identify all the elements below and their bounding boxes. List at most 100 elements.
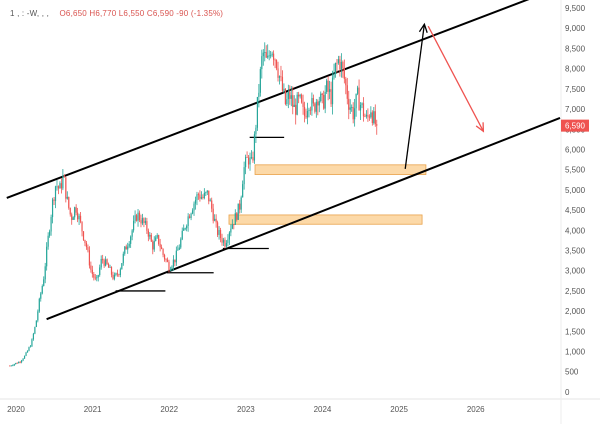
candle-body xyxy=(219,229,222,238)
candle-body xyxy=(362,103,365,117)
candle-body xyxy=(150,234,152,242)
x-tick-label: 2021 xyxy=(84,405,102,414)
candle-body xyxy=(355,93,357,109)
candle-body xyxy=(51,199,54,218)
candle-body xyxy=(205,192,207,194)
candle-body xyxy=(208,190,210,202)
candle-body xyxy=(96,277,98,279)
candle-body xyxy=(255,127,257,135)
candle-body xyxy=(118,274,120,276)
candle-body xyxy=(345,78,347,86)
candle-body xyxy=(295,104,297,115)
y-tick-label: 3,500 xyxy=(565,247,586,256)
candle-body xyxy=(376,124,378,126)
candle-body xyxy=(143,218,145,223)
candle-body xyxy=(106,259,108,265)
candle-body xyxy=(135,215,138,221)
candle-body xyxy=(93,273,95,278)
x-tick-label: 2024 xyxy=(314,405,332,414)
y-tick-label: 1,000 xyxy=(565,348,586,357)
candle-body xyxy=(28,347,30,351)
ohlc-readout: O6,650 H6,770 L6,550 C6,590 -90 (-1.35%) xyxy=(59,9,224,18)
candle-body xyxy=(346,85,348,99)
candle-body xyxy=(293,104,295,107)
demand-zone xyxy=(228,214,423,225)
candle-body xyxy=(312,98,314,104)
candle-body xyxy=(203,192,205,198)
candle-body xyxy=(144,221,146,223)
candle-body xyxy=(60,183,63,189)
candle-body xyxy=(12,365,14,367)
y-tick-label: 7,000 xyxy=(565,105,586,114)
demand-zone xyxy=(254,164,427,175)
candle-body xyxy=(147,230,149,237)
candle-body xyxy=(194,200,197,204)
candle-body xyxy=(186,225,188,229)
candle-body xyxy=(130,236,132,244)
candle-body xyxy=(110,266,113,275)
candle-body xyxy=(234,213,236,225)
candle-body xyxy=(317,101,319,106)
candle-body xyxy=(146,221,148,231)
candle-body xyxy=(200,197,202,199)
candle-body xyxy=(278,76,281,78)
candle-body xyxy=(32,333,35,340)
candle-body xyxy=(41,285,43,294)
candle-body xyxy=(239,203,241,210)
candle-body xyxy=(26,350,29,353)
x-tick-label: 2025 xyxy=(390,405,408,414)
candle-body xyxy=(272,53,275,60)
candle-body xyxy=(72,217,74,220)
trendlines-layer xyxy=(6,0,561,321)
candle-body xyxy=(296,94,298,115)
candle-body xyxy=(303,106,306,116)
candle-body xyxy=(169,269,172,271)
x-tick-label: 2022 xyxy=(160,405,178,414)
candle-body xyxy=(373,111,375,123)
candle-body xyxy=(78,215,80,220)
candle-body xyxy=(116,273,119,275)
projection-up-arrow xyxy=(404,24,426,169)
candle-body xyxy=(246,157,248,158)
candle-body xyxy=(252,157,254,161)
candle-body xyxy=(57,186,60,189)
candle-body xyxy=(193,203,195,211)
candle-body xyxy=(71,214,73,220)
candle-body xyxy=(230,228,232,233)
candle-body xyxy=(250,157,253,158)
candle-body xyxy=(13,364,15,366)
candle-body xyxy=(29,346,32,348)
candle-body xyxy=(158,235,160,244)
candle-body xyxy=(43,279,45,286)
candle-body xyxy=(9,365,11,367)
y-tick-label: 3,000 xyxy=(565,267,586,276)
projection-layer xyxy=(404,22,485,169)
candle-body xyxy=(23,355,26,359)
candle-body xyxy=(206,190,208,193)
candle-body xyxy=(348,98,350,110)
candle-body xyxy=(306,111,309,118)
y-tick-label: 0 xyxy=(565,388,570,397)
candle-body xyxy=(324,91,326,109)
candle-body xyxy=(339,59,341,70)
candle-body xyxy=(15,362,17,365)
candle-body xyxy=(103,260,105,266)
candle-body xyxy=(44,266,46,280)
candle-body xyxy=(137,212,139,221)
candle-body xyxy=(247,157,250,165)
candle-body xyxy=(141,218,144,224)
candle-body xyxy=(268,55,270,57)
candle-body xyxy=(328,89,331,92)
projection-down-arrow-head xyxy=(475,122,485,133)
candle-body xyxy=(354,108,356,120)
candle-body xyxy=(82,231,85,240)
candle-body xyxy=(258,92,260,97)
candle-body xyxy=(218,229,220,235)
candle-body xyxy=(242,184,244,198)
candle-body xyxy=(31,339,33,347)
y-tick-label: 5,500 xyxy=(565,166,586,175)
candle-body xyxy=(367,114,369,117)
